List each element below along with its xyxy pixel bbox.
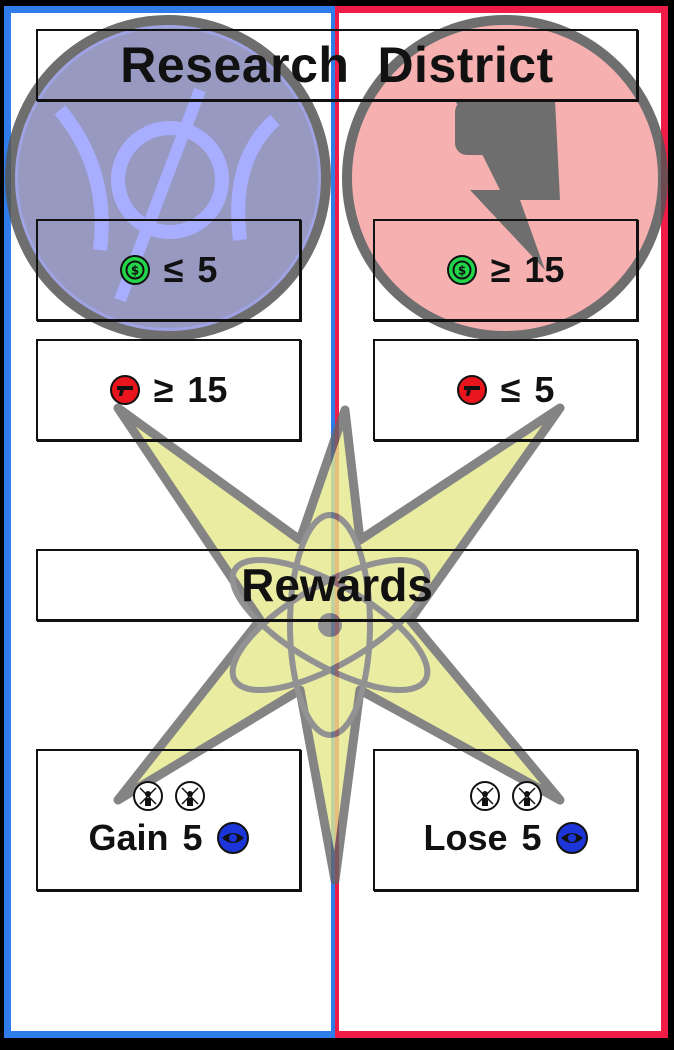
left-money-requirement: $ ≤ 5: [36, 219, 301, 321]
reward-text: Gain 5: [88, 817, 249, 859]
reward-target-icons: [132, 781, 205, 811]
reward-verb: Lose: [423, 817, 508, 858]
right-reward: Lose 5: [373, 749, 638, 891]
right-money-requirement: $ ≥ 15: [373, 219, 638, 321]
left-reward: Gain 5: [36, 749, 301, 891]
money-icon: $: [119, 255, 150, 285]
scientist-icon: [174, 781, 205, 811]
title-word-1: Research: [120, 37, 350, 93]
reward-verb: Gain: [88, 817, 169, 858]
requirement-value: 5: [197, 249, 218, 290]
svg-text:$: $: [130, 264, 138, 278]
gun-icon: [109, 375, 140, 405]
card-title: Research District: [36, 29, 638, 101]
eye-icon: [216, 822, 249, 854]
requirement-operator: ≥: [153, 369, 174, 410]
scientist-icon: [511, 781, 542, 811]
scientist-icon: [132, 781, 163, 811]
reward-text: Lose 5: [423, 817, 588, 859]
eye-icon: [555, 822, 588, 854]
requirement-value: 15: [187, 369, 228, 410]
title-word-2: District: [377, 37, 554, 93]
requirement-value: 15: [524, 249, 565, 290]
reward-amount: 5: [182, 817, 203, 858]
requirement-operator: ≥: [490, 249, 511, 290]
requirement-operator: ≤: [163, 249, 184, 290]
gun-icon: [456, 375, 487, 405]
scientist-icon: [469, 781, 500, 811]
rewards-heading: Rewards: [36, 549, 638, 621]
svg-text:$: $: [457, 264, 465, 278]
reward-target-icons: [469, 781, 542, 811]
right-weapon-requirement: ≤ 5: [373, 339, 638, 441]
requirement-value: 5: [534, 369, 555, 410]
left-weapon-requirement: ≥ 15: [36, 339, 301, 441]
money-icon: $: [446, 255, 477, 285]
requirement-operator: ≤: [500, 369, 521, 410]
reward-amount: 5: [521, 817, 542, 858]
